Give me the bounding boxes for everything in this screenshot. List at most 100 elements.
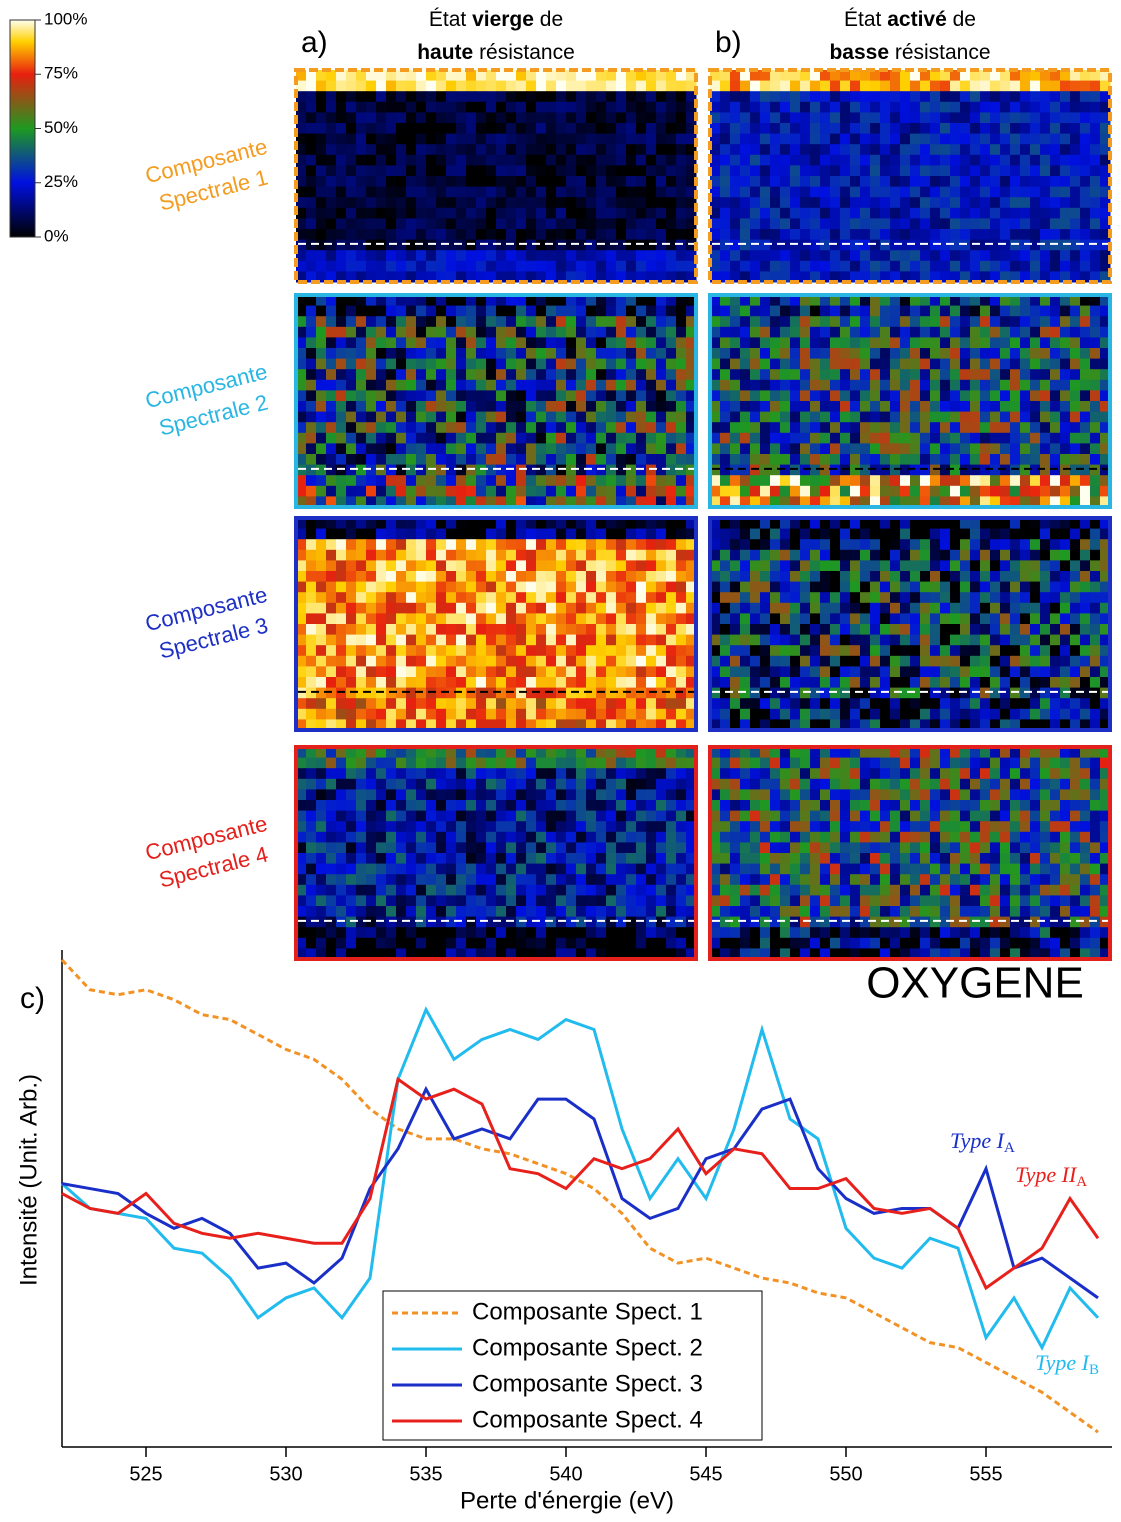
- map-pixel: [870, 197, 881, 208]
- map-pixel: [616, 412, 627, 423]
- map-pixel: [1010, 592, 1021, 603]
- map-pixel: [1080, 218, 1091, 229]
- map-pixel: [426, 422, 437, 433]
- map-pixel: [516, 645, 527, 656]
- map-pixel: [426, 240, 437, 251]
- map-pixel: [1060, 709, 1071, 720]
- map-pixel: [1010, 529, 1021, 540]
- map-pixel: [496, 176, 507, 187]
- map-pixel: [606, 475, 617, 486]
- map-pixel: [456, 486, 467, 497]
- map-pixel: [860, 539, 871, 550]
- map-pixel: [920, 401, 931, 412]
- map-pixel: [666, 229, 677, 240]
- map-pixel: [750, 412, 761, 423]
- map-pixel: [556, 550, 567, 561]
- map-pixel: [920, 240, 931, 251]
- map-pixel: [1070, 698, 1081, 709]
- map-pixel: [1090, 486, 1101, 497]
- map-pixel: [386, 656, 397, 667]
- map-pixel: [316, 390, 327, 401]
- map-pixel: [800, 369, 811, 380]
- map-pixel: [720, 422, 731, 433]
- map-pixel: [576, 571, 587, 582]
- map-pixel: [476, 197, 487, 208]
- map-pixel: [406, 709, 417, 720]
- map-pixel: [890, 560, 901, 571]
- map-pixel: [880, 112, 891, 123]
- map-pixel: [516, 443, 527, 454]
- map-pixel: [890, 91, 901, 102]
- map-pixel: [456, 208, 467, 219]
- map-pixel: [1050, 176, 1061, 187]
- map-pixel: [446, 187, 457, 198]
- map-pixel: [526, 571, 537, 582]
- map-pixel: [820, 529, 831, 540]
- map-pixel: [820, 666, 831, 677]
- map-pixel: [1000, 688, 1011, 699]
- map-pixel: [760, 197, 771, 208]
- map-pixel: [830, 134, 841, 145]
- map-pixel: [606, 112, 617, 123]
- map-pixel: [496, 102, 507, 113]
- map-pixel: [336, 779, 347, 790]
- map-pixel: [830, 197, 841, 208]
- map-pixel: [860, 592, 871, 603]
- map-pixel: [820, 454, 831, 465]
- map-pixel: [676, 603, 687, 614]
- map-pixel: [336, 401, 347, 412]
- map-pixel: [676, 134, 687, 145]
- map-pixel: [396, 197, 407, 208]
- map-pixel: [636, 698, 647, 709]
- map-pixel: [940, 401, 951, 412]
- map-pixel: [396, 155, 407, 166]
- map-pixel: [870, 306, 881, 317]
- map-pixel: [860, 197, 871, 208]
- map-pixel: [456, 348, 467, 359]
- map-pixel: [1090, 603, 1101, 614]
- map-pixel: [990, 571, 1001, 582]
- map-pixel: [1030, 422, 1041, 433]
- map-pixel: [780, 539, 791, 550]
- map-pixel: [1080, 208, 1091, 219]
- map-pixel: [880, 656, 891, 667]
- map-pixel: [1060, 422, 1071, 433]
- map-pixel: [396, 327, 407, 338]
- map-pixel: [526, 123, 537, 134]
- map-pixel: [446, 81, 457, 92]
- map-pixel: [526, 197, 537, 208]
- map-pixel: [1090, 560, 1101, 571]
- map-pixel: [1060, 240, 1071, 251]
- map-pixel: [720, 250, 731, 261]
- map-pixel: [376, 603, 387, 614]
- map-pixel: [546, 134, 557, 145]
- map-pixel: [980, 123, 991, 134]
- map-pixel: [456, 592, 467, 603]
- map-pixel: [586, 539, 597, 550]
- map-pixel: [800, 443, 811, 454]
- map-pixel: [436, 645, 447, 656]
- map-pixel: [890, 571, 901, 582]
- map-pixel: [930, 443, 941, 454]
- map-pixel: [890, 698, 901, 709]
- map-pixel: [890, 677, 901, 688]
- map-pixel: [506, 624, 517, 635]
- map-pixel: [416, 208, 427, 219]
- map-pixel: [546, 645, 557, 656]
- map-pixel: [1030, 348, 1041, 359]
- map-pixel: [1030, 390, 1041, 401]
- map-pixel: [780, 144, 791, 155]
- map-pixel: [676, 155, 687, 166]
- map-pixel: [676, 698, 687, 709]
- map-pixel: [1000, 422, 1011, 433]
- map-pixel: [1050, 197, 1061, 208]
- map-pixel: [376, 677, 387, 688]
- map-pixel: [586, 240, 597, 251]
- map-pixel: [656, 412, 667, 423]
- map-pixel: [646, 571, 657, 582]
- map-pixel: [820, 656, 831, 667]
- map-pixel: [780, 380, 791, 391]
- map-pixel: [636, 645, 647, 656]
- map-pixel: [860, 91, 871, 102]
- map-pixel: [646, 316, 657, 327]
